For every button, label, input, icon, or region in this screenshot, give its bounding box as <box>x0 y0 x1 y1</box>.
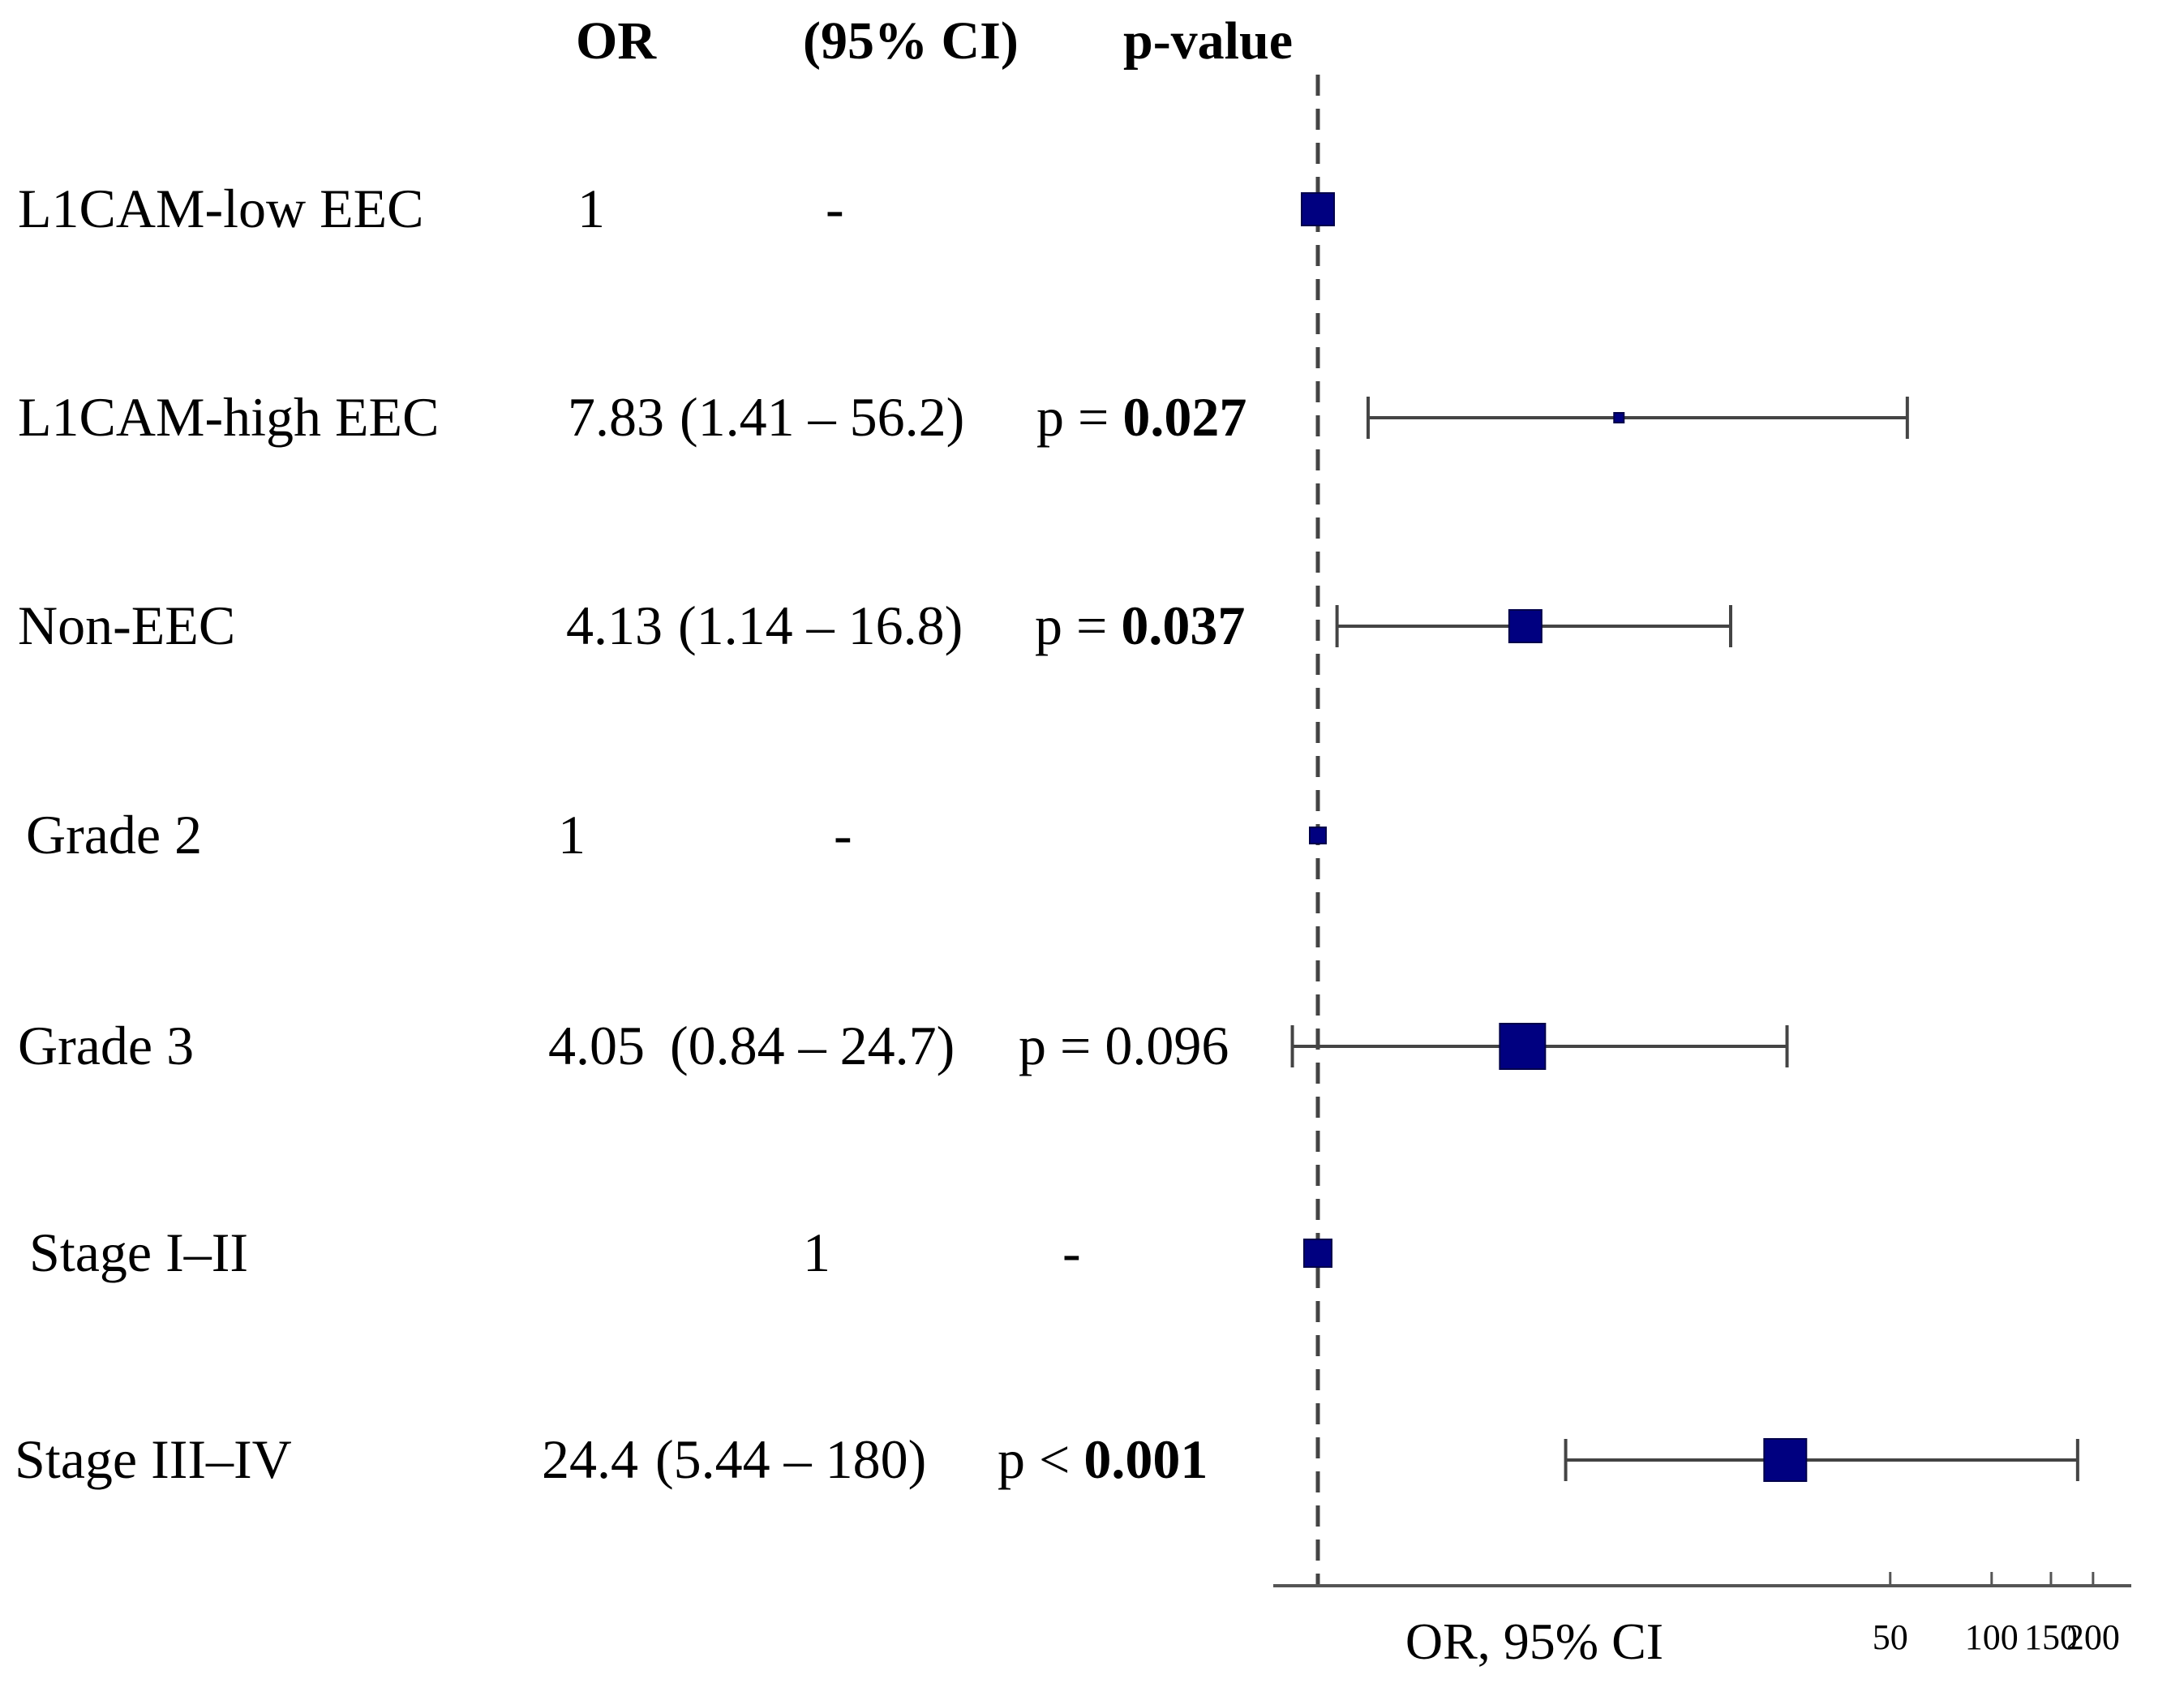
confidence-interval-text: (1.41 – 56.2) <box>680 386 964 448</box>
p-value-number: 0.027 <box>1122 386 1246 448</box>
row-label: Stage I–II <box>29 1222 248 1283</box>
p-value-prefix: p < <box>998 1428 1083 1490</box>
odds-ratio-marker <box>1499 1023 1547 1070</box>
x-tick-label: 50 <box>1873 1617 1908 1657</box>
confidence-interval-text: (5.44 – 180) <box>655 1428 926 1490</box>
p-value-text: p < 0.001 <box>998 1428 1208 1490</box>
p-value-text: p = 0.096 <box>1019 1015 1229 1076</box>
odds-ratio-marker <box>1303 1239 1332 1268</box>
row-label: Stage III–IV <box>15 1428 292 1490</box>
forest-row: L1CAM-low EEC 1 - <box>18 178 1335 239</box>
row-label: L1CAM-high EEC <box>18 386 439 448</box>
x-tick-label: 200 <box>2066 1617 2120 1657</box>
forest-row: Grade 2 1 - <box>26 804 1327 865</box>
p-value-text: p = 0.027 <box>1036 386 1246 448</box>
header-ci: (95% CI) <box>803 11 1019 71</box>
p-value-number: 0.037 <box>1121 595 1245 656</box>
odds-ratio-value: 7.83 <box>568 386 664 448</box>
row-label: Non-EEC <box>18 595 235 656</box>
forest-row: Grade 3 4.05 (0.84 – 24.7) p = 0.096 <box>18 1015 1789 1076</box>
p-value-number: 0.001 <box>1083 1428 1208 1490</box>
forest-row: L1CAM-high EEC 7.83 (1.41 – 56.2) p = 0.027 <box>18 386 1909 448</box>
odds-ratio-value: 24.4 <box>542 1428 638 1490</box>
header-p-value: p-value <box>1123 11 1293 71</box>
header-or: OR <box>576 11 657 71</box>
p-value-prefix: p = <box>1019 1015 1105 1076</box>
forest-row: Non-EEC 4.13 (1.14 – 16.8) p = 0.037 <box>18 595 1732 656</box>
odds-ratio-marker <box>1301 192 1335 226</box>
confidence-interval-text: (0.84 – 24.7) <box>670 1015 955 1076</box>
confidence-interval-text: - <box>834 804 852 865</box>
p-value-prefix: p = <box>1035 595 1121 656</box>
forest-row: Stage III–IV 24.4 (5.44 – 180) p < 0.001 <box>15 1428 2079 1490</box>
odds-ratio-value: 1 <box>803 1222 830 1283</box>
odds-ratio-value: 4.13 <box>566 595 663 656</box>
odds-ratio-marker <box>1508 609 1543 643</box>
odds-ratio-marker <box>1613 412 1625 423</box>
p-value-prefix: p = <box>1036 386 1122 448</box>
p-value-text: p = 0.037 <box>1035 595 1245 656</box>
x-tick-label: 100 <box>1965 1617 2019 1657</box>
odds-ratio-value: 1 <box>558 804 586 865</box>
p-value-number: 0.096 <box>1105 1015 1229 1076</box>
row-label: Grade 3 <box>18 1015 194 1076</box>
confidence-interval-text: - <box>1062 1222 1081 1283</box>
odds-ratio-marker <box>1763 1438 1808 1482</box>
odds-ratio-marker <box>1309 827 1327 844</box>
x-axis-label: OR, 95% CI <box>1405 1613 1663 1670</box>
forest-rows: L1CAM-low EEC 1 - L1CAM-high EEC 7.83 (1.41 –… <box>15 178 2079 1490</box>
confidence-interval-text: - <box>826 178 844 239</box>
confidence-interval-text: (1.14 – 16.8) <box>678 595 963 656</box>
odds-ratio-value: 1 <box>577 178 605 239</box>
x-tick-label: 150 <box>2024 1617 2078 1657</box>
row-label: Grade 2 <box>26 804 202 865</box>
forest-row: Stage I–II 1 - <box>29 1222 1332 1283</box>
odds-ratio-value: 4.05 <box>548 1015 645 1076</box>
row-label: L1CAM-low EEC <box>18 178 424 239</box>
